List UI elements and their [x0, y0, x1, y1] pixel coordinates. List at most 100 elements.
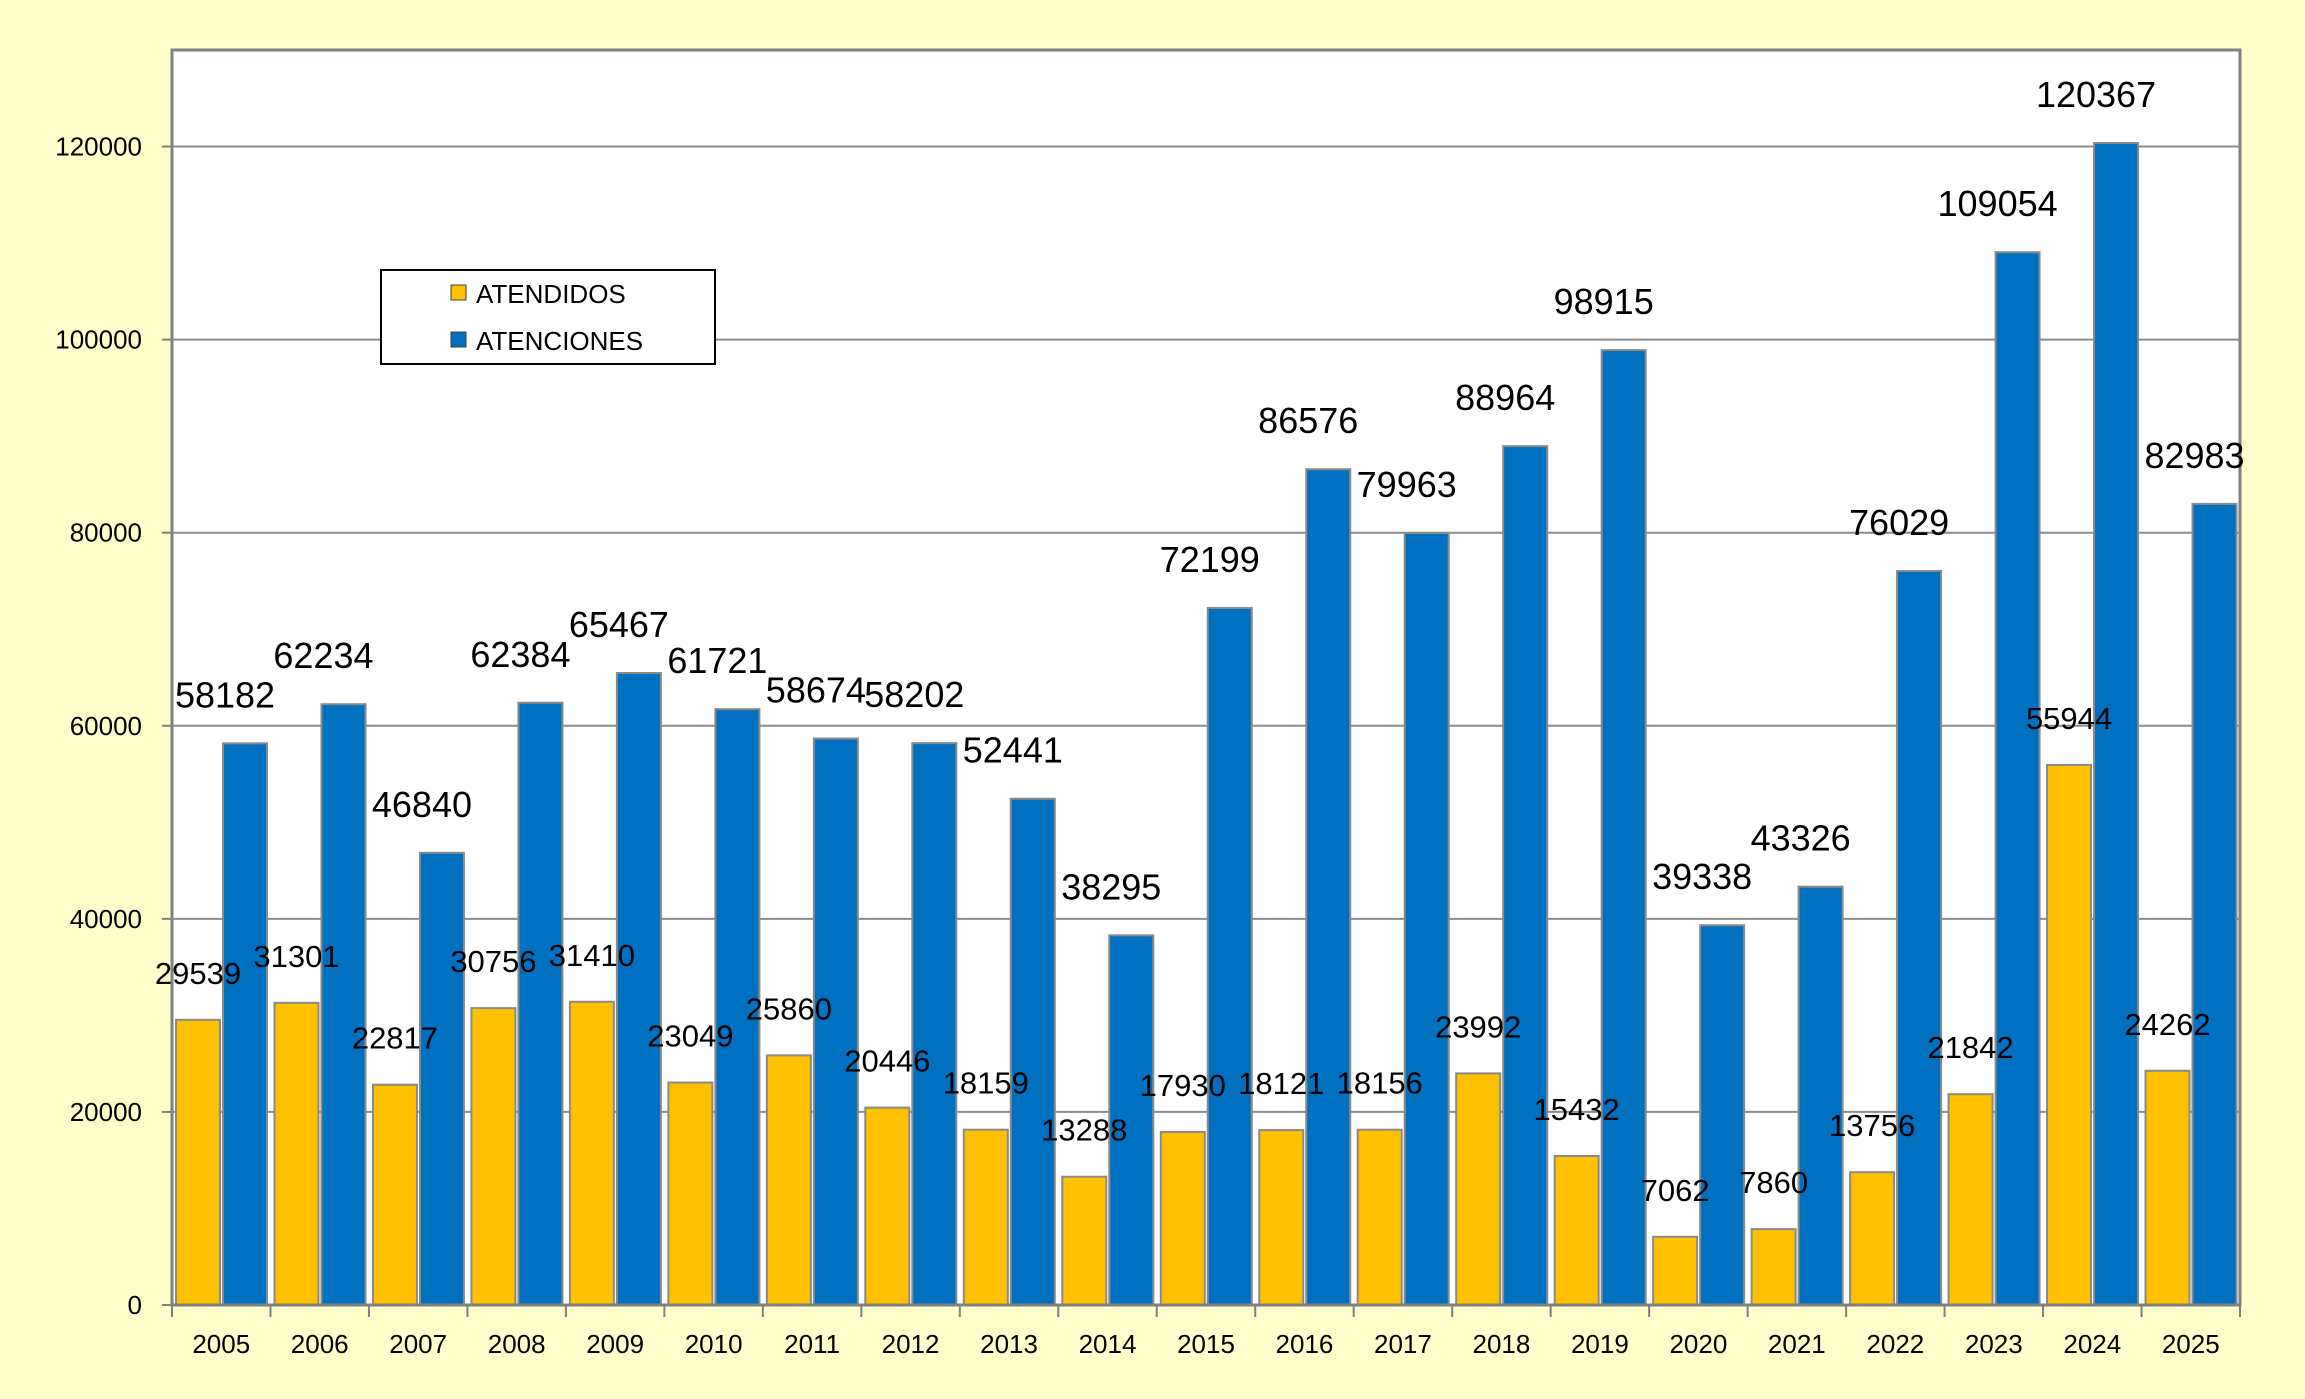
data-label-atenciones: 39338	[1652, 856, 1752, 897]
bar-atenciones	[1403, 532, 1450, 1306]
bar-atendidos	[1947, 1093, 1994, 1307]
bar-atendidos	[1455, 1072, 1502, 1306]
data-label-atenciones: 62234	[273, 635, 373, 676]
bar-atendidos	[1553, 1155, 1600, 1306]
data-label-atendidos: 7062	[1641, 1173, 1710, 1208]
bar-atendidos	[1849, 1171, 1896, 1306]
data-label-atendidos: 7860	[1739, 1165, 1808, 1200]
x-tick-label: 2014	[1079, 1329, 1137, 1359]
x-tick-label: 2019	[1571, 1329, 1629, 1359]
data-labels: 29539 58182 31301 62234 22817 46840 30756 62384…	[155, 74, 2245, 1208]
legend: ATENDIDOS ATENCIONES	[380, 269, 716, 365]
data-label-atenciones: 43326	[1751, 818, 1851, 859]
data-label-atenciones: 109054	[1938, 183, 2058, 224]
data-label-atenciones: 76029	[1849, 502, 1949, 543]
bar-atenciones	[1896, 570, 1943, 1306]
bar-atendidos	[1061, 1175, 1108, 1307]
bar-atendidos	[1356, 1128, 1403, 1306]
bar-atenciones	[615, 671, 662, 1306]
bar-atendidos	[568, 1000, 615, 1306]
data-label-atendidos: 15432	[1534, 1092, 1620, 1127]
data-label-atenciones: 52441	[963, 730, 1063, 771]
bar-atenciones	[1206, 607, 1253, 1306]
x-tick-label: 2008	[488, 1329, 546, 1359]
data-label-atendidos: 18121	[1238, 1066, 1324, 1101]
x-tick-label: 2016	[1276, 1329, 1334, 1359]
bar-atenciones	[1797, 885, 1844, 1307]
bar-atendidos	[2144, 1069, 2191, 1307]
bar-atendidos	[371, 1083, 418, 1306]
data-label-atendidos: 24262	[2124, 1007, 2210, 1042]
x-tick-label: 2009	[586, 1329, 644, 1359]
data-label-atenciones: 82983	[2144, 435, 2244, 476]
bar-atenciones	[222, 742, 268, 1306]
bar-atenciones	[517, 701, 564, 1306]
data-label-atendidos: 22817	[352, 1021, 438, 1056]
data-label-atendidos: 13288	[1041, 1113, 1127, 1148]
legend-box	[380, 269, 716, 365]
data-label-atendidos: 23049	[647, 1018, 733, 1053]
data-label-atendidos: 25860	[746, 991, 832, 1026]
legend-swatch-atenciones	[450, 331, 467, 348]
data-label-atendidos: 18156	[1337, 1066, 1423, 1101]
bar-atenciones	[1305, 468, 1352, 1306]
x-tick-label: 2007	[389, 1329, 447, 1359]
bar-atenciones	[2191, 502, 2238, 1306]
x-tick-label: 2023	[1965, 1329, 2023, 1359]
bar-atenciones	[1699, 924, 1746, 1306]
data-label-atenciones: 62384	[470, 634, 570, 675]
legend-label-atendidos: ATENDIDOS	[476, 279, 626, 309]
data-label-atendidos: 21842	[1927, 1030, 2013, 1065]
x-tick-label: 2018	[1473, 1329, 1531, 1359]
bar-atenciones	[1600, 349, 1647, 1307]
data-label-atenciones: 58182	[175, 674, 275, 715]
data-label-atenciones: 58202	[864, 674, 964, 715]
y-tick-label: 0	[128, 1290, 142, 1320]
bar-atendidos	[765, 1054, 812, 1307]
data-label-atenciones: 38295	[1061, 866, 1161, 907]
bar-atenciones	[320, 703, 367, 1306]
data-label-atenciones: 61721	[667, 640, 767, 681]
data-label-atendidos: 13756	[1829, 1108, 1915, 1143]
y-tick-label: 40000	[70, 904, 142, 934]
x-axis-ticks: 2005 2006 2007 2008 2009 2010 2011 2012 2013 2014…	[171, 1305, 2241, 1359]
x-tick-label: 2017	[1374, 1329, 1432, 1359]
y-tick-label: 20000	[70, 1097, 142, 1127]
y-tick-label: 80000	[70, 518, 142, 548]
data-label-atenciones: 120367	[2036, 74, 2156, 115]
data-label-atendidos: 20446	[844, 1044, 930, 1079]
bar-atendidos	[2046, 763, 2093, 1306]
plot-area	[170, 48, 2242, 1307]
data-label-atenciones: 65467	[569, 604, 669, 645]
bar-atendidos	[273, 1001, 320, 1306]
bar-atenciones	[1108, 934, 1155, 1306]
x-tick-label: 2021	[1768, 1329, 1826, 1359]
bar-atenciones	[1994, 251, 2041, 1306]
data-label-atendidos: 17930	[1140, 1068, 1226, 1103]
x-tick-label: 2020	[1669, 1329, 1727, 1359]
bar-atenciones	[1009, 797, 1056, 1307]
bar-atendidos	[1652, 1235, 1699, 1307]
data-label-atenciones: 79963	[1357, 464, 1457, 505]
x-tick-label: 2024	[2063, 1329, 2121, 1359]
bar-atenciones	[1502, 445, 1549, 1307]
data-label-atendidos: 30756	[450, 944, 536, 979]
x-tick-label: 2012	[882, 1329, 940, 1359]
legend-label-atenciones: ATENCIONES	[476, 326, 643, 356]
x-tick-label: 2006	[291, 1329, 349, 1359]
bar-atenciones	[812, 737, 859, 1306]
x-tick-label: 2005	[192, 1329, 250, 1359]
data-label-atenciones: 86576	[1258, 400, 1358, 441]
bar-atendidos	[470, 1007, 517, 1306]
bar-atenciones	[714, 708, 761, 1306]
bar-atendidos	[667, 1081, 714, 1307]
bar-atenciones	[418, 851, 465, 1306]
data-label-atenciones: 72199	[1160, 539, 1260, 580]
data-label-atenciones: 46840	[372, 784, 472, 825]
y-tick-label: 100000	[55, 325, 142, 355]
x-tick-label: 2010	[685, 1329, 743, 1359]
legend-swatch-atendidos	[450, 284, 467, 301]
x-tick-label: 2022	[1866, 1329, 1924, 1359]
y-tick-label: 60000	[70, 711, 142, 741]
